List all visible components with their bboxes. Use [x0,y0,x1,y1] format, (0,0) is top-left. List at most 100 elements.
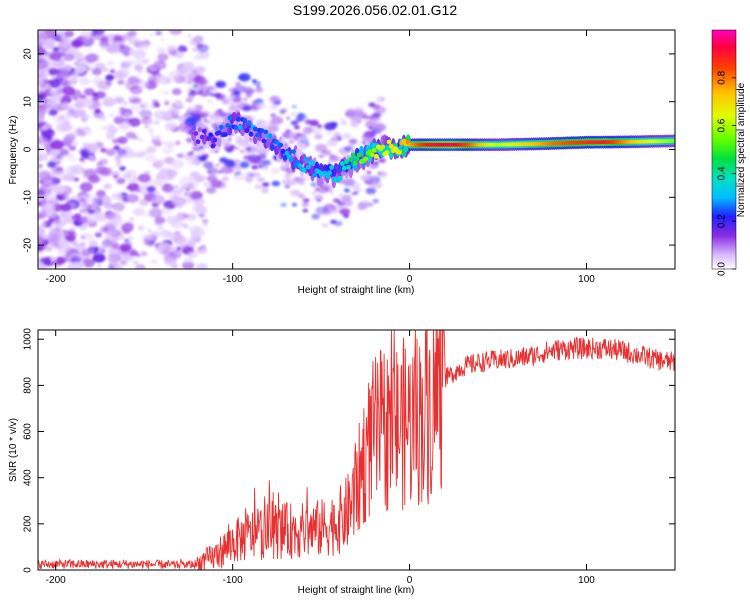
noise-blob [105,148,116,156]
noise-blob [297,193,306,199]
noise-blob [52,59,65,68]
noise-blob [270,167,280,174]
noise-blob [52,184,66,195]
noise-blob [107,263,121,269]
noise-blob [38,94,45,103]
ridge-segment [280,148,286,154]
noise-blob [163,141,168,145]
noise-blob [215,80,227,88]
noise-blob [59,203,72,212]
noise-blob [338,193,343,197]
noise-blob [149,133,155,137]
noise-blob [180,186,187,191]
noise-blob [290,112,296,117]
noise-blob [372,198,379,204]
noise-blob [39,33,47,39]
noise-blob [74,66,86,74]
y-tick-label: 400 [23,469,34,486]
noise-blob [196,263,208,269]
noise-blob [44,211,54,218]
noise-blob [104,42,110,46]
noise-blob [371,103,381,110]
ridge-segment [263,129,269,135]
noise-blob [73,61,80,66]
noise-blob [311,191,316,195]
noise-blob [97,80,111,90]
noise-blob [354,187,362,193]
noise-blob [79,209,85,213]
noise-blob [173,235,187,245]
noise-blob [353,116,361,122]
noise-blob [38,80,44,87]
ridge-segment [246,121,252,126]
noise-blob [68,77,78,85]
noise-blob [44,30,57,37]
noise-blob [377,171,382,175]
noise-blob [318,154,325,159]
noise-blob [293,176,301,182]
noise-blob [52,47,59,52]
noise-blob [94,212,102,218]
noise-blob [38,235,45,245]
noise-blob [72,96,79,101]
noise-blob [359,206,364,210]
noise-blob [59,122,73,132]
noise-blob [196,66,206,73]
noise-blob [107,253,121,263]
noise-blob [137,225,145,231]
noise-blob [144,170,151,175]
noise-blob [78,197,86,203]
noise-blob [171,88,182,96]
ridge-segment [269,144,275,150]
noise-blob [127,117,141,127]
noise-blob [328,190,335,195]
noise-blob [70,165,85,176]
noise-blob [202,222,208,227]
noise-blob [122,228,131,234]
noise-blob [79,242,86,248]
noise-blob [127,76,138,84]
noise-blob [38,111,42,117]
noise-blob [49,71,55,75]
noise-blob [38,121,44,126]
noise-blob [192,191,204,200]
noise-blob [351,186,355,189]
noise-blob [174,140,181,146]
noise-blob [88,174,100,184]
noise-blob [266,124,279,133]
y-tick-label: 600 [23,423,34,440]
noise-blob [150,259,158,265]
noise-blob [65,234,76,242]
noise-blob [88,155,94,159]
noise-blob [79,77,91,86]
noise-blob [66,262,77,269]
noise-blob [311,213,321,220]
ridge-segment [233,125,239,131]
noise-blob [38,154,43,161]
noise-blob [235,170,242,175]
ridge-segment [301,167,307,173]
noise-blob [370,181,383,189]
noise-blob [269,104,279,110]
noise-blob [51,132,57,137]
noise-blob [153,110,168,120]
noise-blob [314,134,323,140]
noise-blob [145,154,157,163]
noise-blob [67,155,78,163]
noise-blob [38,116,44,121]
noise-blob [91,96,100,102]
noise-blob [174,185,179,189]
noise-blob [190,151,194,154]
y-tick-label: -10 [23,190,34,205]
noise-blob [118,45,131,54]
noise-blob [232,97,242,103]
noise-blob [117,115,123,119]
colorbar [711,29,737,270]
noise-blob [108,113,115,118]
noise-blob [164,122,177,131]
noise-blob [64,65,71,70]
noise-blob [341,132,352,140]
y-tick-label: 800 [23,377,34,394]
noise-blob [107,126,118,134]
noise-blob [71,39,83,48]
